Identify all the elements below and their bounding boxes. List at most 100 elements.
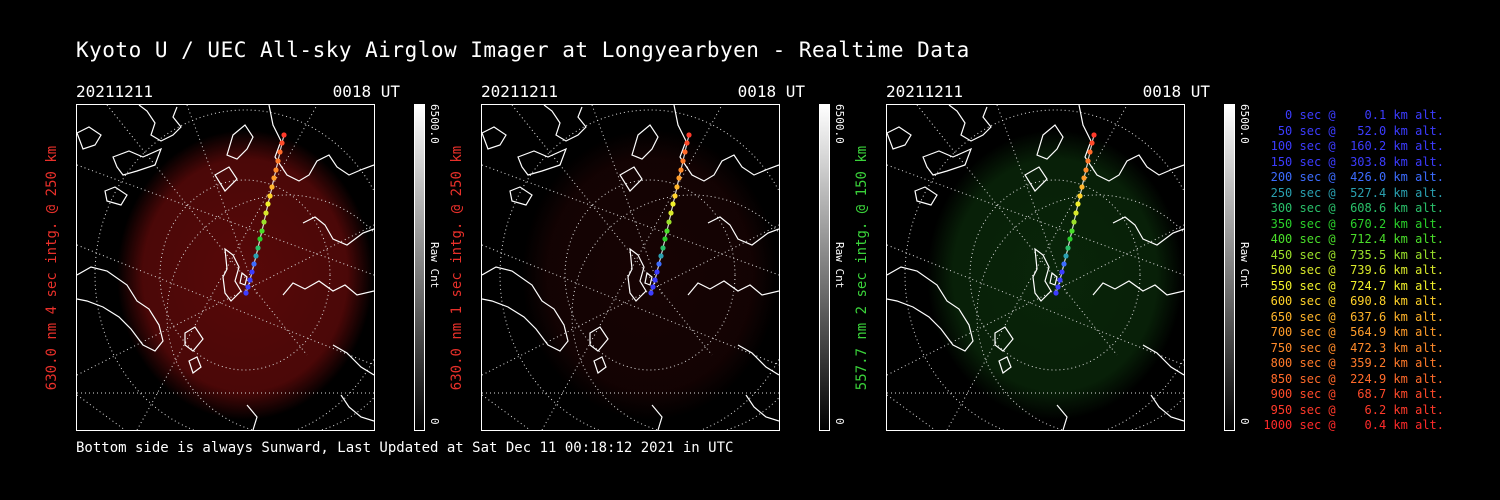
coastline <box>651 404 663 430</box>
panel-ylabel: 630.0 nm 4 sec intg. @ 250 km <box>44 145 60 391</box>
trajectory-point <box>277 149 283 155</box>
panel-ylabel: 557.7 nm 2 sec intg. @ 150 km <box>854 145 870 391</box>
trajectory-point <box>1055 284 1061 290</box>
legend-row: 350 sec @ 670.2 km alt. <box>1263 216 1444 231</box>
legend-row: 100 sec @ 160.2 km alt. <box>1263 139 1444 153</box>
coastline <box>994 326 1014 352</box>
trajectory-point <box>275 158 281 164</box>
trajectory-point <box>1077 193 1083 199</box>
longitude-line <box>887 394 936 430</box>
legend-row: 0 sec @ 0.1 km alt. <box>1263 108 1444 122</box>
trajectory-point <box>259 228 265 234</box>
panel-630-4sec: 20211211 0018 UT 630.0 nm 4 sec intg. @ … <box>44 82 476 432</box>
trajectory-point <box>261 219 267 225</box>
coastline <box>184 326 204 352</box>
legend-row: 600 sec @ 690.8 km alt. <box>1263 294 1444 308</box>
legend-row: 450 sec @ 735.5 km alt. <box>1263 247 1444 262</box>
trajectory-point <box>1069 228 1075 234</box>
trajectory-point <box>1091 132 1097 138</box>
legend-row: 750 sec @ 472.3 km alt. <box>1263 340 1444 355</box>
trajectory-point <box>666 219 672 225</box>
panel-date: 20211211 <box>886 82 964 101</box>
latitude-circle <box>166 194 374 430</box>
trajectory-point <box>656 261 662 267</box>
coastline <box>1024 166 1048 192</box>
coastline <box>593 356 607 374</box>
panel-time: 0018 UT <box>332 82 400 101</box>
trajectory-point <box>1075 201 1081 207</box>
trajectory-legend: 0 sec @ 0.1 km alt. 50 sec @ 52.0 km alt… <box>1262 108 1444 434</box>
coastline <box>482 126 507 150</box>
legend-row: 700 sec @ 564.9 km alt. <box>1263 325 1444 339</box>
trajectory-point <box>676 175 682 181</box>
trajectory-point <box>271 175 277 181</box>
coastline <box>77 266 164 352</box>
coastline <box>517 147 568 176</box>
trajectory-point <box>1059 269 1065 275</box>
trajectory-point <box>1061 261 1067 267</box>
coastline <box>1112 216 1184 246</box>
trajectory-point <box>660 245 666 251</box>
trajectory-point <box>662 236 668 242</box>
colorbar-label: Raw Cnt <box>833 242 846 289</box>
trajectory-point <box>670 201 676 207</box>
trajectory-point <box>279 140 285 146</box>
trajectory-point <box>269 184 275 190</box>
allsky-image <box>76 104 375 431</box>
trajectory-point <box>674 184 680 190</box>
trajectory-point <box>668 210 674 216</box>
panel-557-2sec: 20211211 0018 UT 557.7 nm 2 sec intg. @ … <box>854 82 1286 432</box>
coastline <box>104 186 128 206</box>
legend-row: 550 sec @ 724.7 km alt. <box>1263 278 1444 293</box>
trajectory-point <box>664 228 670 234</box>
legend-row: 500 sec @ 739.6 km alt. <box>1263 263 1444 277</box>
coastline <box>687 280 779 296</box>
colorbar-max: 6500.0 <box>1238 104 1251 144</box>
colorbar <box>1224 104 1235 431</box>
coastline <box>138 105 182 142</box>
trajectory-point <box>267 193 273 199</box>
colorbar-min: 0 <box>1238 418 1251 425</box>
longitude-line <box>482 244 779 366</box>
coastline <box>226 124 254 160</box>
panel-date: 20211211 <box>481 82 559 101</box>
coastline <box>302 216 374 246</box>
trajectory-point <box>257 236 263 242</box>
trajectory-point <box>1067 236 1073 242</box>
legend-row: 1000 sec @ 0.4 km alt. <box>1263 418 1444 432</box>
trajectory-point <box>1081 175 1087 181</box>
coastline <box>644 271 653 286</box>
coastline <box>332 344 374 376</box>
trajectory-point <box>650 284 656 290</box>
legend-row: 800 sec @ 359.2 km alt. <box>1263 356 1444 370</box>
trajectory-point <box>1053 290 1059 296</box>
legend-row: 250 sec @ 527.4 km alt. <box>1263 185 1444 200</box>
trajectory-point <box>251 261 257 267</box>
coastline <box>1150 394 1184 422</box>
trajectory-point <box>1063 253 1069 259</box>
colorbar-label: Raw Cnt <box>428 242 441 289</box>
longitude-line <box>482 164 779 276</box>
trajectory-point <box>255 245 261 251</box>
trajectory-point <box>1083 167 1089 173</box>
trajectory-point <box>1057 277 1063 283</box>
coastline <box>922 147 973 176</box>
coastline <box>914 186 938 206</box>
legend-row: 50 sec @ 52.0 km alt. <box>1263 123 1444 138</box>
coastline <box>77 126 102 150</box>
coastline <box>737 344 779 376</box>
coastline <box>589 326 609 352</box>
legend-row: 950 sec @ 6.2 km alt. <box>1263 402 1444 417</box>
trajectory-point <box>682 149 688 155</box>
legend-row: 200 sec @ 426.0 km alt. <box>1263 170 1444 184</box>
colorbar-min: 0 <box>428 418 441 425</box>
panel-time: 0018 UT <box>737 82 805 101</box>
trajectory-point <box>658 253 664 259</box>
trajectory-point <box>1085 158 1091 164</box>
legend-row: 900 sec @ 68.7 km alt. <box>1263 387 1444 401</box>
trajectory-point <box>680 158 686 164</box>
trajectory-point <box>1073 210 1079 216</box>
coastline <box>707 216 779 246</box>
coastline <box>1092 280 1184 296</box>
trajectory-point <box>1065 245 1071 251</box>
